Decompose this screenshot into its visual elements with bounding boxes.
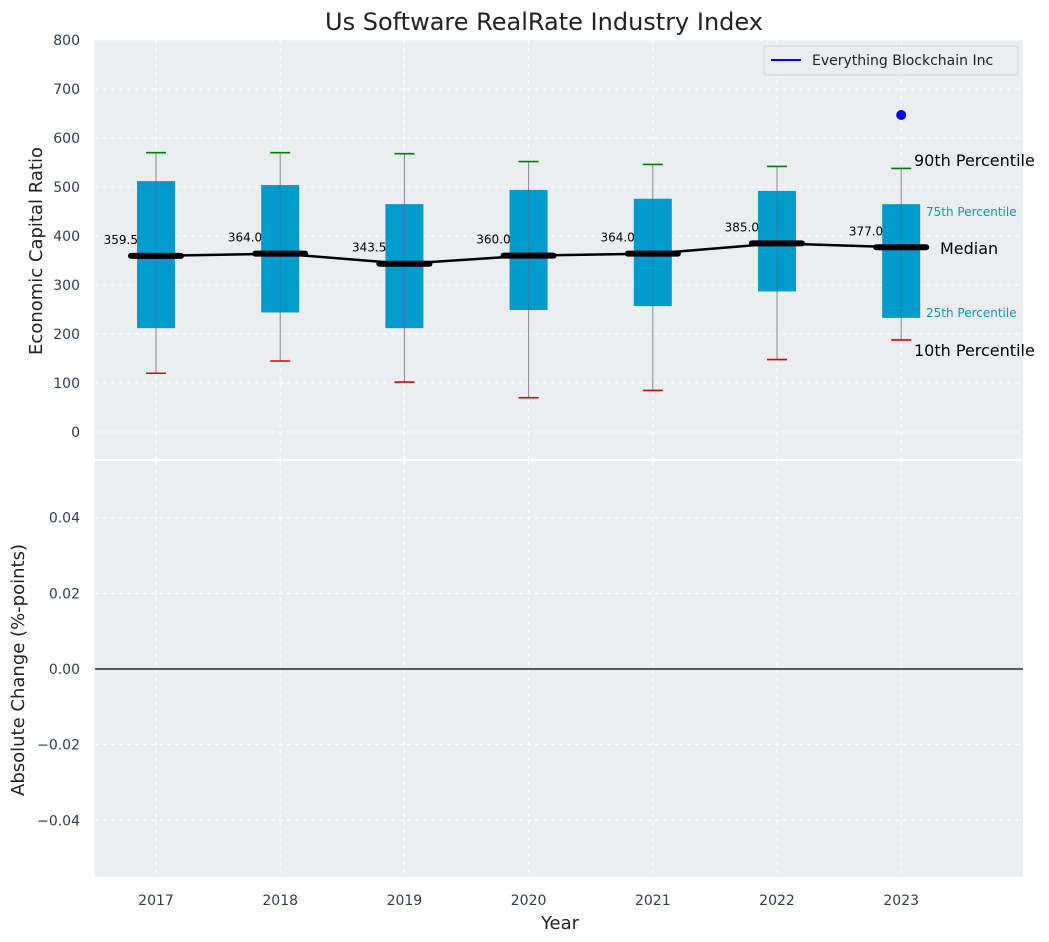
bottom-gridlines xyxy=(95,461,1023,877)
bottom-y-tick-label: 0.00 xyxy=(49,662,80,678)
box-plot-group xyxy=(128,109,930,399)
x-tick-label: 2018 xyxy=(262,893,298,909)
legend: Everything Blockchain Inc xyxy=(763,45,1019,76)
x-tick-label: 2023 xyxy=(883,893,919,909)
annotation-10th: 10th Percentile xyxy=(914,341,1035,360)
median-value-label: 359.5 xyxy=(104,233,138,247)
y-axis-label-bottom: Absolute Change (%-points) xyxy=(8,544,29,796)
bottom-y-tick-label: −0.02 xyxy=(37,738,80,754)
top-y-tick-label: 800 xyxy=(53,33,80,49)
median-value-label: 385.0 xyxy=(725,220,759,234)
company-point-2023 xyxy=(896,109,907,120)
median-labels: 359.5 364.0 343.5 360.0 364.0 385.0 377.0 xyxy=(104,220,884,254)
legend-label: Everything Blockchain Inc xyxy=(812,53,993,69)
x-tick-label: 2022 xyxy=(759,893,795,909)
annotation-90th: 90th Percentile xyxy=(914,151,1035,170)
annotation-median: Median xyxy=(940,239,998,258)
bottom-y-tick-label: −0.04 xyxy=(37,813,80,829)
legend-box xyxy=(763,45,1019,76)
top-y-tick-label: 600 xyxy=(53,131,80,147)
median-value-label: 377.0 xyxy=(849,224,883,238)
x-tick-label: 2021 xyxy=(635,893,671,909)
annotation-25th: 25th Percentile xyxy=(926,306,1017,320)
median-value-label: 364.0 xyxy=(600,231,634,245)
top-y-tick-labels: 0 100 200 300 400 500 600 700 800 xyxy=(53,33,80,441)
x-tick-label: 2017 xyxy=(138,893,174,909)
median-value-label: 364.0 xyxy=(228,231,262,245)
bottom-y-tick-label: 0.02 xyxy=(49,586,80,602)
chart-title: Us Software RealRate Industry Index xyxy=(325,8,763,36)
top-y-tick-label: 500 xyxy=(53,180,80,196)
median-value-label: 343.5 xyxy=(352,241,386,255)
box-2018 xyxy=(261,151,300,362)
top-y-tick-label: 700 xyxy=(53,82,80,98)
top-y-tick-label: 400 xyxy=(53,229,80,245)
annotation-75th: 75th Percentile xyxy=(926,205,1017,219)
y-axis-label-top: Economic Capital Ratio xyxy=(26,147,47,355)
top-y-tick-label: 200 xyxy=(53,327,80,343)
x-axis-label: Year xyxy=(540,913,580,934)
bottom-y-tick-labels: −0.04 −0.02 0.00 0.02 0.04 xyxy=(37,511,80,830)
top-plot-panel xyxy=(95,40,1023,459)
top-y-tick-label: 0 xyxy=(71,425,80,441)
x-tick-label: 2020 xyxy=(511,893,547,909)
bottom-y-tick-label: 0.04 xyxy=(49,511,80,527)
box-2023 xyxy=(882,167,921,341)
x-tick-label: 2019 xyxy=(387,893,423,909)
x-tick-labels: 2017 2018 2019 2020 2021 2022 2023 xyxy=(138,893,919,909)
top-y-tick-label: 100 xyxy=(53,376,80,392)
percentile-annotations: 90th Percentile 75th Percentile Median 2… xyxy=(914,151,1035,360)
box-2020 xyxy=(509,160,548,399)
median-value-label: 360.0 xyxy=(476,233,510,247)
top-y-tick-label: 300 xyxy=(53,278,80,294)
